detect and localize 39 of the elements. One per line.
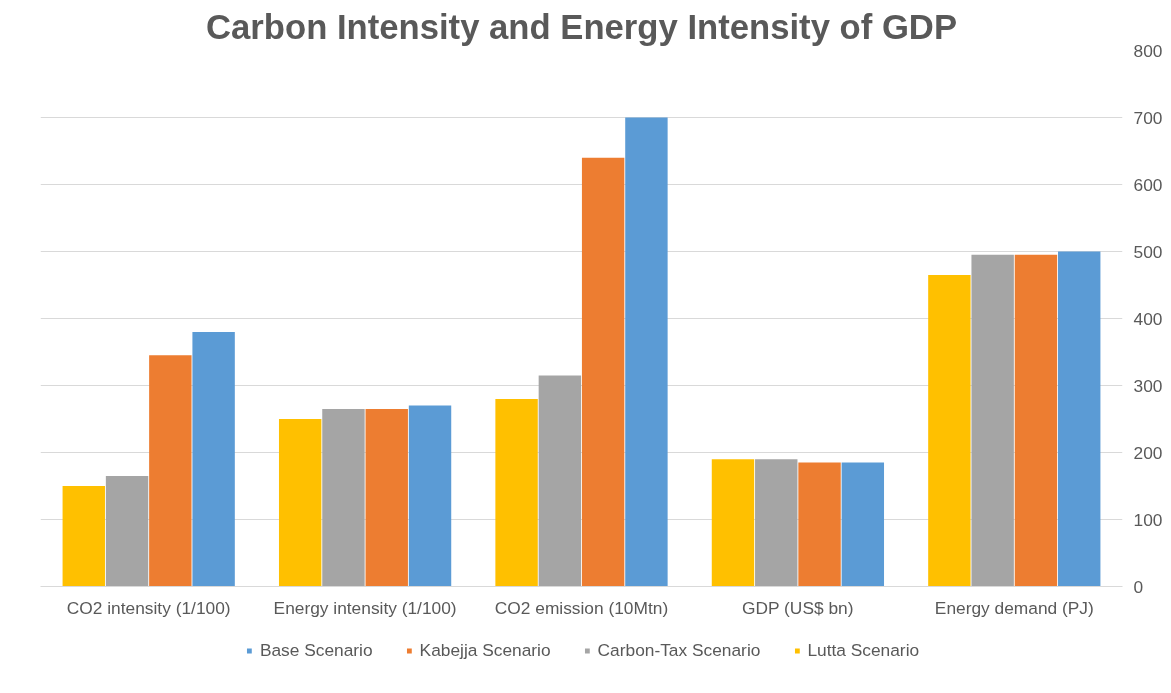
bar [278,419,322,587]
bar [841,462,885,587]
y-tick-label: 800 [1133,40,1163,61]
bar [322,408,365,587]
bar [581,157,625,587]
y-tick-label: 100 [1133,509,1163,530]
bar [62,486,105,587]
x-tick-label: Energy demand (PJ) [934,597,1094,618]
y-tick-label: 500 [1133,241,1163,262]
y-tick-label: 600 [1133,174,1163,195]
x-tick-label: CO2 emission (10Mtn) [494,597,669,618]
bar [625,117,668,587]
bar [1058,251,1101,587]
bar [1014,254,1058,587]
bar [495,398,538,587]
y-tick-label: 300 [1133,375,1163,396]
y-tick-label: 200 [1133,442,1163,463]
bar [538,375,582,587]
y-tick-label: 0 [1133,576,1144,597]
chart-title: Carbon Intensity and Energy Intensity of GDP [206,7,957,46]
legend-label: Base Scenario [259,639,373,661]
bar [365,408,408,587]
y-tick-label: 700 [1133,107,1163,128]
legend-label: Carbon-Tax Scenario [597,639,761,661]
legend-label: Kabejja Scenario [419,639,551,661]
y-tick-label: 400 [1133,308,1163,329]
bar [798,462,841,587]
legend-label: Lutta Scenario [807,639,920,661]
bar [971,254,1014,587]
x-tick-label: Energy intensity (1/100) [273,597,457,618]
x-tick-label: CO2 intensity (1/100) [66,597,231,618]
bar [105,475,149,587]
bar [192,331,235,587]
bar [408,405,452,587]
x-tick-label: GDP (US$ bn) [742,597,854,618]
bar [149,355,192,587]
bar [755,459,798,587]
bar [928,274,971,587]
bar [711,459,755,587]
